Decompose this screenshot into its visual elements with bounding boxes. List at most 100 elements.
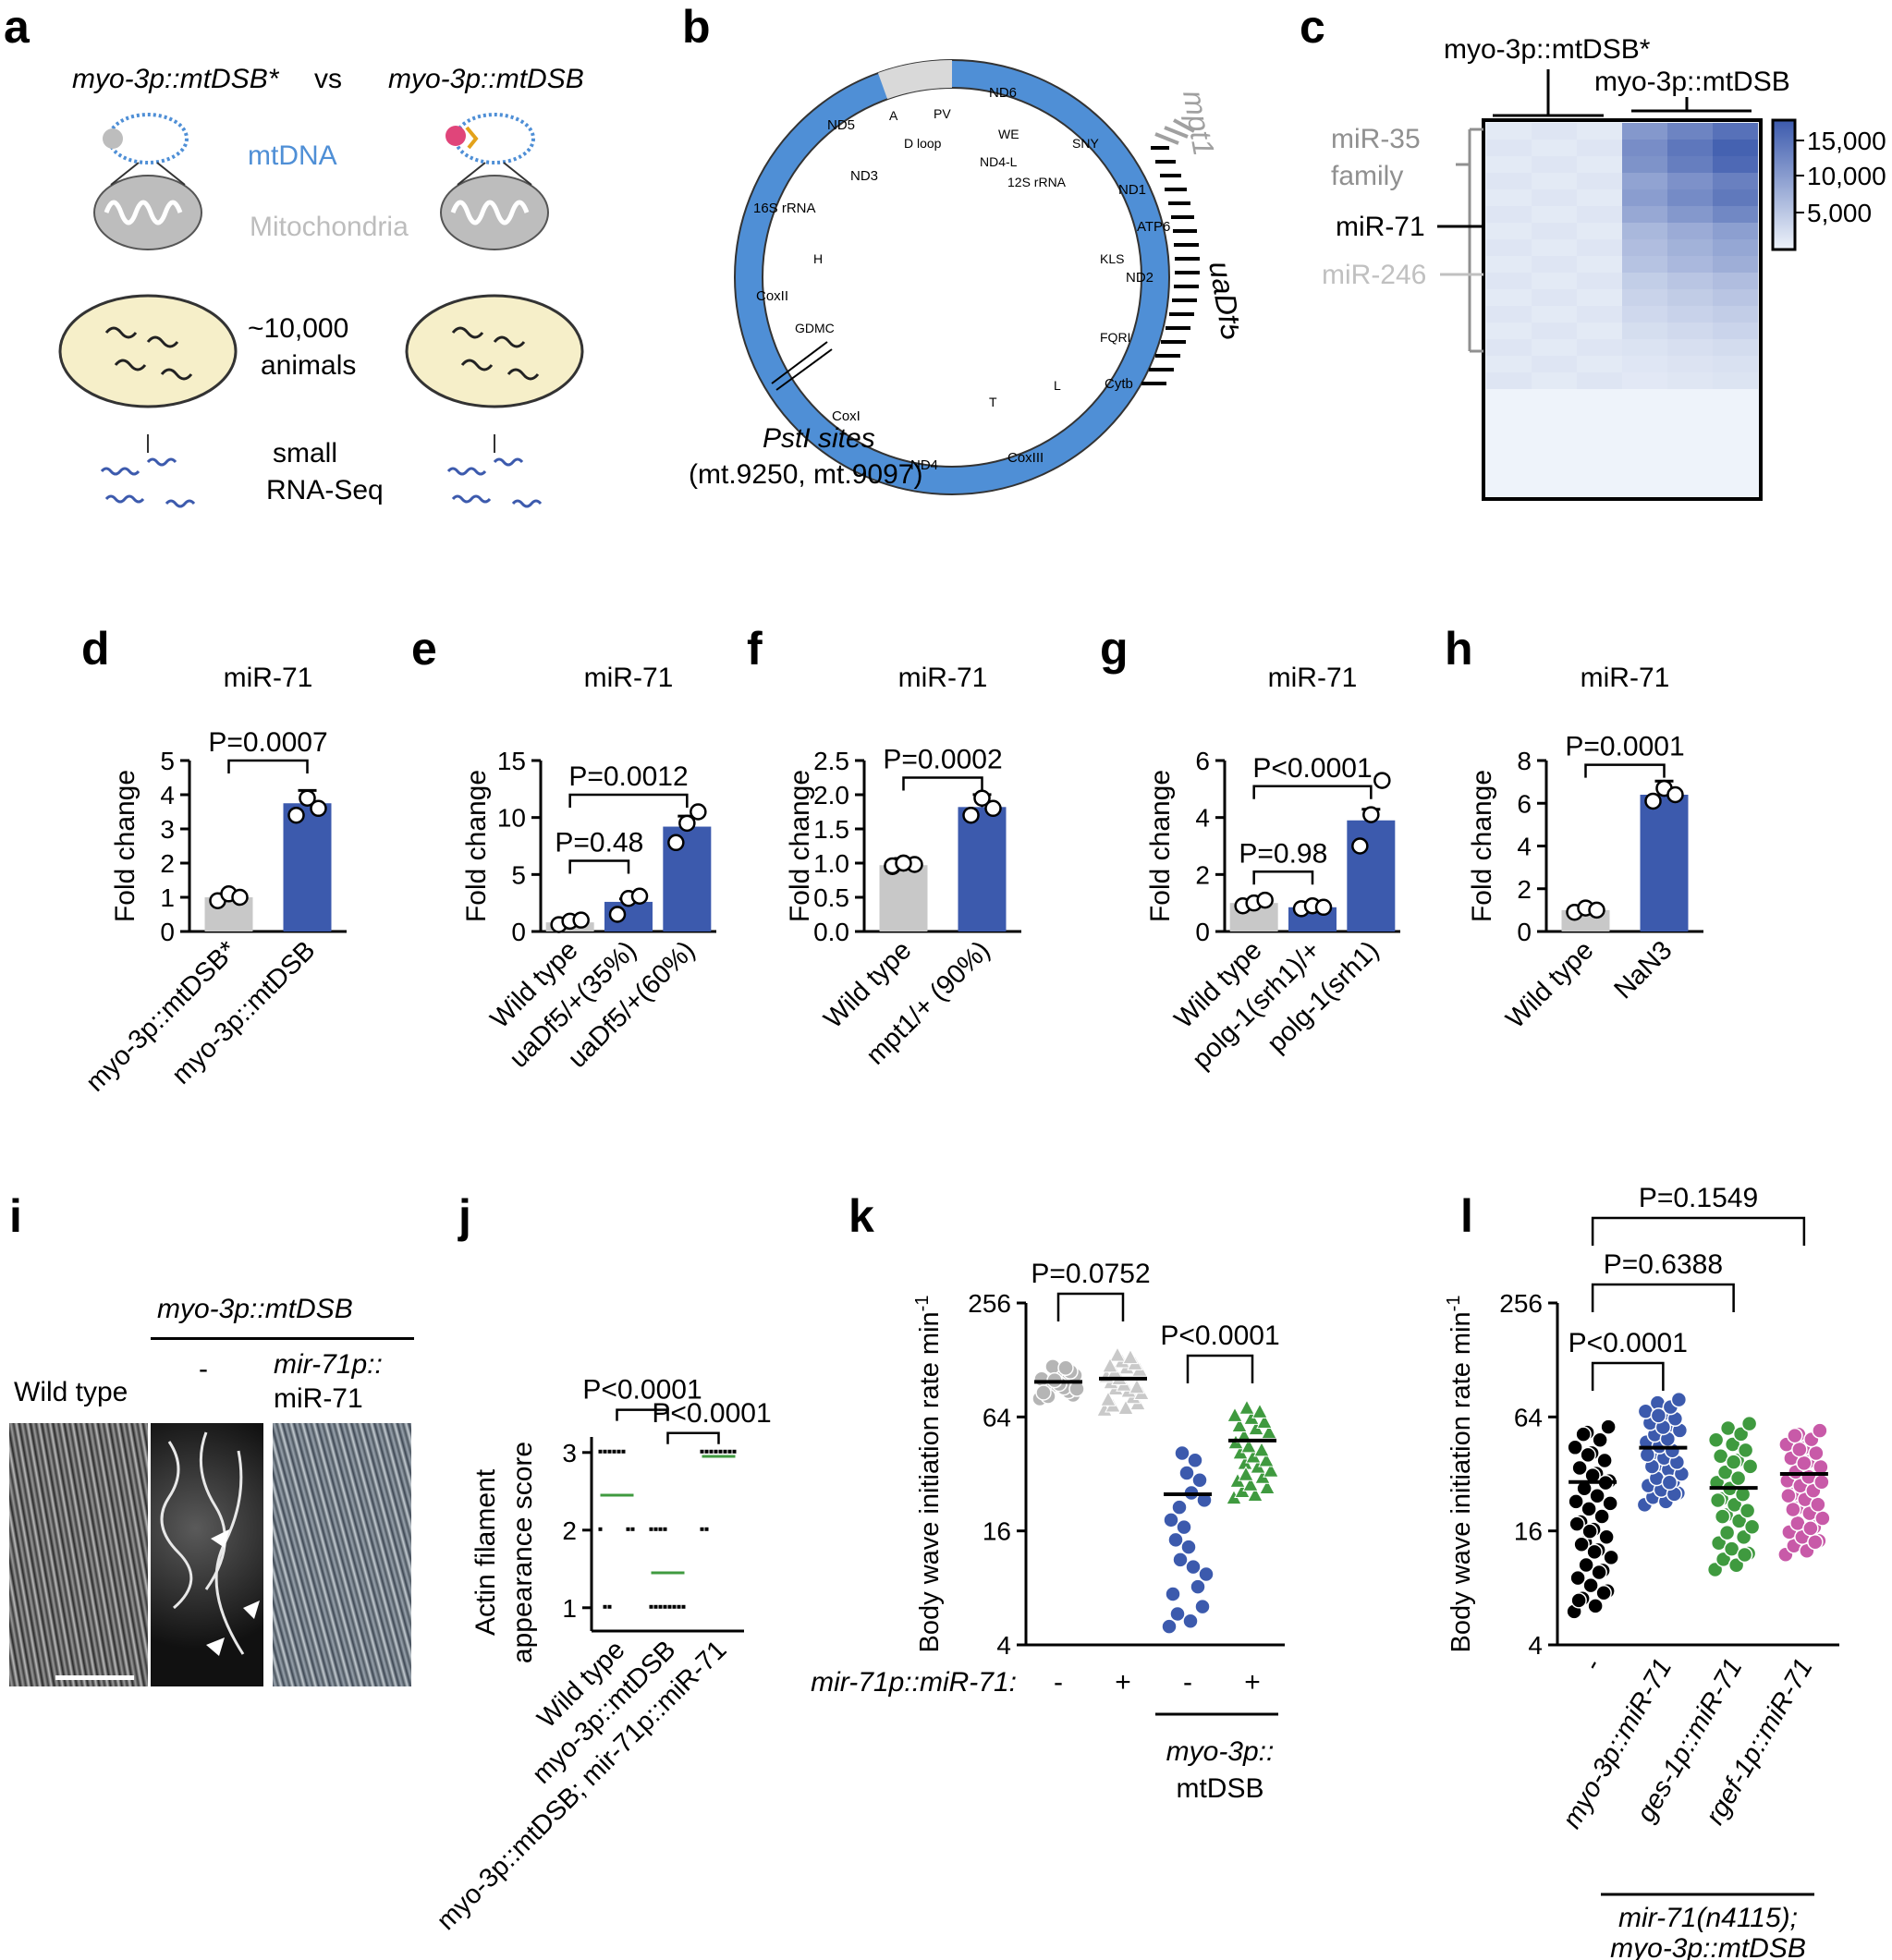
panel-i-group-line [151,1337,414,1340]
data-point [700,1449,704,1454]
heatmap-cell [1532,206,1577,223]
heatmap-cell [1486,339,1532,356]
significance-bracket [1591,1216,1806,1246]
data-point [1802,1520,1819,1537]
chart-title: miR-71 [1268,663,1358,693]
heatmap-cell [1622,372,1667,389]
data-point [1256,891,1274,909]
significance-bracket [666,1431,720,1444]
data-point [1588,901,1605,919]
x-tick-label: Wild type [1500,935,1599,1034]
data-point [1165,1586,1181,1602]
heatmap-cell [1667,123,1713,140]
data-point [608,906,627,923]
data-point [962,806,980,824]
data-point [1707,1431,1725,1448]
heatmap-cell [1667,372,1713,389]
data-point [700,1527,704,1531]
heatmap-cell [1532,289,1577,306]
data-point [1261,1423,1277,1440]
y-tick-label: 1 [160,883,175,912]
panel-c-heatmap: myo-3p::mtDSB* myo-3p::mtDSB miR-35 fami… [1322,34,1886,501]
y-axis-label: Body wave initiation rate min-1 [1444,1296,1476,1653]
data-point [1603,1549,1619,1566]
group-label: mtDSB [1176,1773,1263,1804]
heatmap-cell [1622,356,1667,372]
y-tick-label: 1 [562,1594,577,1623]
chart-title: miR-71 [1581,663,1670,693]
data-point [1780,1487,1797,1504]
data-point [626,1527,630,1531]
bar [879,865,928,931]
heatmap-cell [1713,356,1758,372]
heatmap-cell [1486,156,1532,173]
bar [1347,820,1396,931]
data-point [658,1527,663,1531]
data-point [1102,1357,1118,1373]
data-point [310,799,327,818]
data-point [1185,1558,1202,1576]
dish-left [58,294,238,408]
chart-title: miR-71 [584,663,674,693]
heatmap-group1: myo-3p::mtDSB* [1444,34,1651,65]
heatmap-cell [1713,323,1758,339]
dish-right [405,294,584,408]
panel-i-wild-type: Wild type [14,1377,128,1407]
heatmap-cell [1532,339,1577,356]
data-point [1187,1452,1203,1469]
heatmap-cell [1622,289,1667,306]
scale-5000: 5,000 [1807,199,1872,227]
y-tick-label: 2 [1517,875,1532,904]
x-tick-label: myo-3p::mtDSB [166,935,321,1090]
enzyme-inactive-icon [103,128,123,149]
color-scale-bar [1771,118,1797,251]
y-tick-label: 64 [983,1403,1011,1431]
heatmap-cell [1532,223,1577,239]
data-point [1568,1493,1584,1510]
data-point [1709,1491,1727,1509]
y-axis-label: Fold change [1145,770,1176,922]
gene-cox3: CoxIII [1007,450,1044,466]
significance-bracket [1252,785,1373,799]
heatmap-cell [1577,189,1622,206]
data-point [732,1449,737,1454]
heatmap-cell [1577,140,1622,156]
data-point [1787,1427,1803,1444]
heatmap-cell [1577,256,1622,273]
heatmap-cell [1486,256,1532,273]
p-value: P=0.98 [1239,838,1327,869]
data-point [672,1604,677,1609]
y-tick-label: 6 [1517,789,1532,818]
heatmap-cell [1486,173,1532,189]
heatmap-cell [1667,206,1713,223]
data-point [1581,1501,1597,1517]
significance-bracket [227,759,309,773]
panel-label-g: g [1100,623,1129,675]
heatmap-cell [1577,123,1622,140]
gene-cox1: CoxI [832,408,861,424]
heatmap-cell [1713,206,1758,223]
cut-icon [465,126,479,150]
data-point [1581,1523,1598,1540]
gene-cytb: Cytb [1105,376,1133,392]
panel-label-a: a [4,1,30,53]
heatmap-cell [1486,372,1532,389]
heatmap-cell [1577,356,1622,372]
data-point [1171,1499,1188,1516]
data-point [1650,1407,1667,1424]
y-axis-label: appearance score [507,1442,538,1663]
heatmap-cell [1486,306,1532,323]
y-axis-label: Fold change [110,770,140,922]
animals-count: ~10,000 [248,313,348,344]
data-point [1639,1446,1656,1464]
data-point [649,1527,653,1531]
heatmap-cell [1713,156,1758,173]
heatmap-cell [1486,223,1532,239]
y-tick-label: 4 [160,781,175,810]
p-value: P=0.0012 [568,761,688,792]
heatmap-cell [1713,140,1758,156]
panel-i-minus: - [199,1354,208,1384]
data-point [1575,1426,1592,1443]
data-point [630,887,649,906]
heatmap-cell [1667,323,1713,339]
